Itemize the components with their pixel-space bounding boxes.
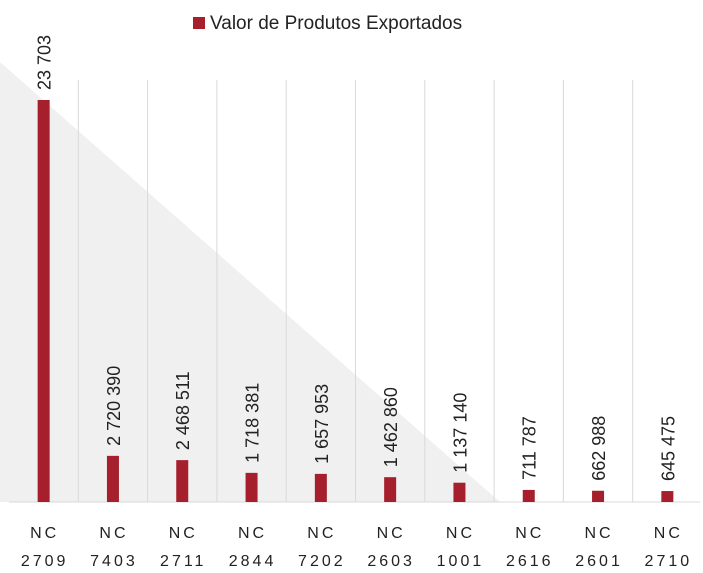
bar [37,99,50,502]
bar [384,477,397,502]
value-label: 23 703 [35,35,55,90]
value-label: 1 137 140 [450,393,470,473]
bar [314,473,327,502]
legend-label: Valor de Produtos Exportados [210,13,462,34]
bar [522,489,535,502]
bar [453,482,466,502]
bar [106,455,119,502]
value-label: 645 475 [658,416,678,481]
x-tick-label: NC 2711 [160,525,206,570]
value-label: 2 720 390 [104,366,124,446]
bar [661,491,674,502]
background-shape [0,62,500,502]
x-tick-label: NC 2601 [575,525,623,570]
value-label: 2 468 511 [173,371,193,450]
x-tick-label: NC 1001 [437,525,485,570]
x-tick-label: NC 2709 [21,525,69,570]
value-label: 1 657 953 [312,384,332,464]
value-label: 662 988 [589,416,609,481]
bar [176,460,189,502]
value-label: 1 462 860 [381,387,401,467]
x-tick-label: NC 2616 [506,525,554,570]
x-tick-label: NC 2710 [645,525,693,570]
bar [592,490,605,502]
x-tick-label: NC 2603 [367,525,415,570]
x-tick-label: NC 7403 [90,525,138,570]
x-tick-label: NC 7202 [298,525,346,570]
bar [245,472,258,502]
value-label: 1 718 381 [243,383,263,463]
legend-swatch [193,17,205,29]
x-tick-label: NC 2844 [229,525,277,570]
value-label: 711 787 [520,416,540,480]
